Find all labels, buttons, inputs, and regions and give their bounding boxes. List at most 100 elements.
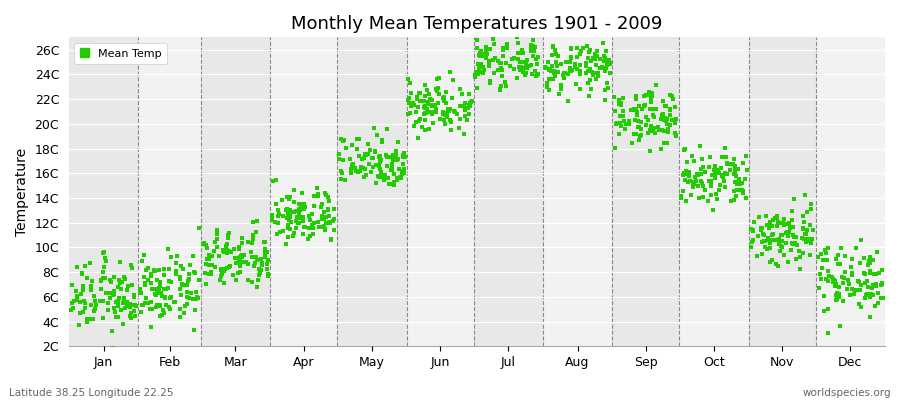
- Point: [440, 110, 454, 116]
- Point: [727, 170, 742, 176]
- Point: [647, 114, 662, 120]
- Point: [145, 286, 159, 292]
- Point: [123, 262, 138, 268]
- Point: [104, 279, 118, 286]
- Point: [269, 200, 284, 207]
- Point: [732, 187, 746, 193]
- Point: [470, 37, 484, 44]
- Point: [824, 274, 839, 280]
- Point: [771, 263, 786, 269]
- Point: [545, 44, 560, 50]
- Point: [286, 198, 301, 205]
- Point: [677, 147, 691, 153]
- Point: [660, 121, 674, 127]
- Point: [144, 306, 158, 312]
- Point: [148, 291, 162, 298]
- Point: [475, 70, 490, 76]
- Point: [643, 148, 657, 154]
- Point: [389, 152, 403, 158]
- Point: [711, 169, 725, 176]
- Point: [453, 116, 467, 122]
- Point: [421, 109, 436, 115]
- Point: [588, 56, 602, 62]
- Point: [138, 280, 152, 286]
- Point: [658, 115, 672, 121]
- Point: [771, 236, 786, 242]
- Point: [310, 185, 325, 192]
- Point: [371, 173, 385, 180]
- Point: [397, 170, 411, 176]
- Point: [759, 212, 773, 219]
- Point: [552, 90, 566, 97]
- Point: [438, 121, 453, 127]
- Point: [176, 266, 190, 273]
- Point: [125, 265, 140, 271]
- Point: [593, 56, 608, 62]
- Point: [163, 306, 177, 312]
- Point: [754, 224, 769, 231]
- Point: [178, 282, 193, 288]
- Point: [804, 206, 818, 212]
- Point: [680, 170, 695, 177]
- Point: [418, 93, 432, 100]
- Point: [305, 225, 320, 231]
- Point: [65, 282, 79, 288]
- Point: [221, 248, 236, 254]
- Point: [252, 266, 266, 272]
- Point: [687, 180, 701, 187]
- Point: [777, 252, 791, 258]
- Point: [174, 292, 188, 298]
- Point: [698, 187, 713, 194]
- Point: [109, 298, 123, 305]
- Point: [598, 48, 613, 54]
- Point: [602, 57, 616, 64]
- Point: [240, 277, 255, 283]
- Point: [280, 215, 294, 221]
- Point: [265, 214, 279, 221]
- Point: [189, 296, 203, 302]
- Point: [826, 279, 841, 286]
- Point: [496, 45, 510, 52]
- Point: [705, 172, 719, 178]
- Point: [784, 247, 798, 253]
- Point: [84, 302, 98, 308]
- Point: [468, 72, 482, 78]
- Point: [322, 219, 337, 225]
- Point: [321, 206, 336, 213]
- Point: [227, 246, 241, 252]
- Point: [832, 284, 847, 290]
- Point: [869, 249, 884, 256]
- Point: [86, 292, 101, 299]
- Point: [437, 117, 452, 123]
- Point: [690, 170, 705, 177]
- Point: [580, 55, 595, 61]
- Point: [216, 247, 230, 254]
- Point: [868, 271, 883, 277]
- Point: [646, 106, 661, 112]
- Point: [668, 120, 682, 126]
- Point: [852, 260, 867, 266]
- Point: [158, 302, 173, 308]
- Point: [842, 281, 857, 287]
- Point: [365, 155, 380, 161]
- Point: [292, 206, 306, 213]
- Point: [610, 120, 625, 127]
- Point: [211, 227, 225, 233]
- Point: [250, 218, 265, 224]
- Point: [162, 266, 176, 272]
- Point: [144, 299, 158, 305]
- Point: [128, 312, 142, 319]
- Point: [373, 154, 387, 160]
- Point: [116, 300, 130, 307]
- Point: [181, 276, 195, 282]
- Point: [747, 218, 761, 225]
- Point: [631, 124, 645, 130]
- Point: [486, 35, 500, 42]
- Point: [392, 166, 406, 172]
- Point: [140, 300, 155, 306]
- Point: [797, 191, 812, 198]
- Point: [304, 222, 319, 229]
- Point: [544, 68, 558, 74]
- Point: [828, 256, 842, 262]
- Point: [425, 109, 439, 115]
